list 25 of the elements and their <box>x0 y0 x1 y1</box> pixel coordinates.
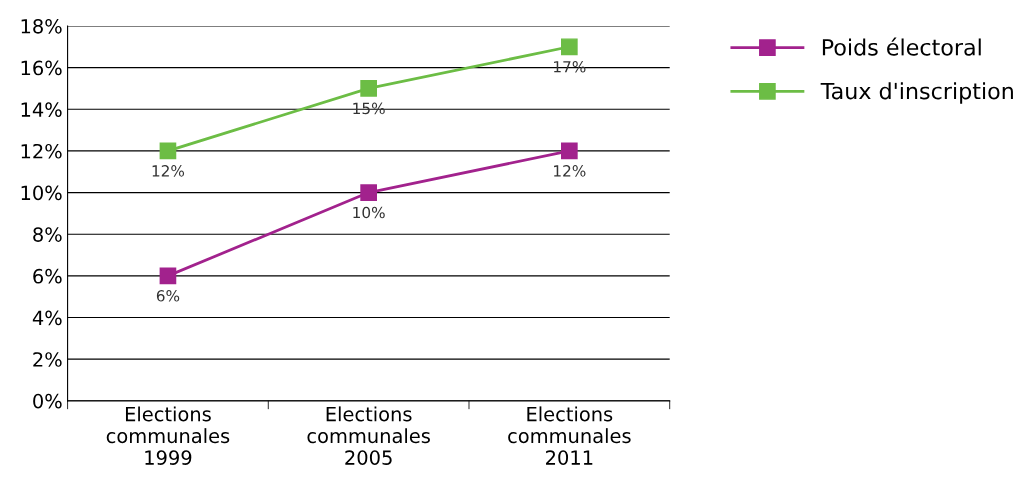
y-tick-label: 6% <box>33 268 62 284</box>
x-tick-label: Elections communales 2011 <box>508 406 631 465</box>
y-tick-label: 18% <box>21 18 62 34</box>
point <box>159 267 177 285</box>
legend-label: Poids électoral <box>822 37 981 56</box>
y-tick-label: 10% <box>21 185 62 201</box>
point <box>159 142 177 160</box>
y-tick-label: 0% <box>33 393 62 409</box>
x-tick-label: Elections communales 1999 <box>106 406 230 465</box>
x-tick-label: Elections communales 2005 <box>307 406 430 465</box>
y-tick-label: 4% <box>32 310 62 326</box>
legend-label: Taux d'inscription <box>820 82 1013 104</box>
data-label: 6% <box>156 290 180 302</box>
y-tick-label: 12% <box>21 143 62 159</box>
point <box>561 38 578 56</box>
point <box>561 142 578 160</box>
y-tick-label: 8% <box>33 227 62 242</box>
data-label: 10% <box>353 206 385 219</box>
point <box>360 80 377 97</box>
data-label: 12% <box>152 165 185 177</box>
y-tick-label: 2% <box>33 352 62 367</box>
y-tick-label: 14% <box>21 102 62 117</box>
point <box>360 184 377 201</box>
y-tick-label: 16% <box>21 60 62 76</box>
data-label: 12% <box>554 165 586 177</box>
